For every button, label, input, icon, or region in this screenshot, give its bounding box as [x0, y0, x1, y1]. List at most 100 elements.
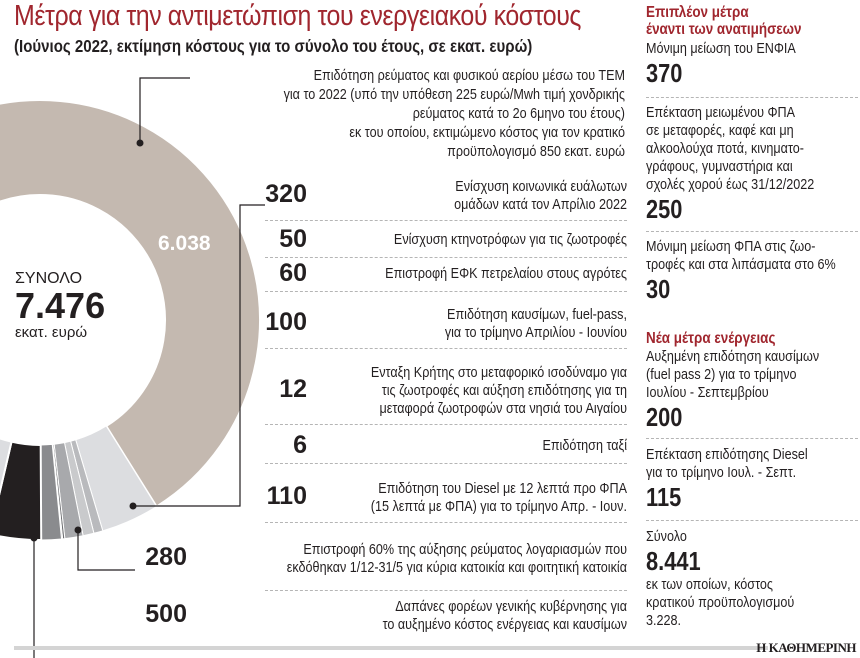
side-item: Μόνιμη μείωση ΦΠΑ στις ζωο-τροφές και στ…: [646, 238, 836, 304]
chart-subtitle: (Ιούνιος 2022, εκτίμηση κόστους για το σ…: [14, 36, 533, 56]
legend-text-line: εκδόθηκαν 1/12-31/5 για κύρια κατοικία κ…: [286, 559, 627, 576]
side-item-text: σχολές χορού έως 31/12/2022: [646, 176, 815, 193]
source-logo: Η ΚΑΘΗΜΕΡΙΝΗ: [756, 640, 856, 655]
row-separator: [265, 590, 627, 591]
leader-dot: [129, 502, 137, 510]
side-sum: Σύνολο 8.441 εκ των οποίων, κόστος κρατικού…: [646, 528, 824, 630]
side-item-text: Μόνιμη μείωση ΦΠΑ στις ζωο-: [646, 238, 816, 255]
donut-slice-6.038: [0, 99, 261, 508]
leader-dot: [136, 139, 144, 147]
legend-text-line: Επιδότηση ταξί: [542, 437, 627, 454]
side-item-text: (fuel pass 2) για το τρίμηνο: [646, 366, 797, 383]
total-unit: εκατ. ευρώ: [15, 324, 88, 341]
side-heading-line: Επιπλέον μέτρα: [646, 4, 749, 21]
side-item: Επέκταση μειωμένου ΦΠΑ σε μεταφορές, καφέ…: [646, 104, 824, 224]
side-sum-text: κρατικού προϋπολογισμού: [646, 594, 795, 611]
donut-slice-500: [0, 437, 13, 496]
side-separator: [646, 231, 858, 232]
legend-value: 110: [266, 482, 307, 510]
side-sum-label: Σύνολο: [646, 528, 687, 545]
row-separator: [265, 463, 627, 464]
legend-row-6: 6 Επιδότηση ταξί: [255, 431, 627, 459]
legend-row-12: 12 Ενταξη Κρήτης στο μεταφορικό ισοδύναμο…: [255, 364, 627, 418]
side-item-text: Αυξημένη επιδότηση καυσίμων: [646, 348, 820, 365]
legend-row-50: 50 Ενίσχυση κτηνοτρόφων για τις ζωοτροφές: [255, 225, 627, 253]
side-item-value: 250: [646, 194, 683, 224]
legend-text-line: τις ζωοτροφές και αύξηση επιδότησης για …: [381, 382, 627, 399]
side-item-value: 115: [646, 482, 682, 512]
legend-value: 12: [279, 375, 307, 403]
side-item-text: αλκοολούχα ποτά, κινηματο-: [646, 140, 804, 157]
side-item-text: Επέκταση μειωμένου ΦΠΑ: [646, 104, 796, 121]
legend-text-line: Επιστροφή ΕΦΚ πετρελαίου στους αγρότες: [385, 265, 627, 282]
donut-chart: [0, 77, 265, 658]
legend-row-110: 110 Επιδότηση του Diesel με 12 λεπτά προ …: [255, 480, 627, 516]
legend-value: 60: [279, 259, 307, 287]
side-item-text: Ιουλίου - Σεπτεμβρίου: [646, 384, 769, 401]
legend-row-280: 280 Επιστροφή 60% της αύξησης ρεύματος λο…: [145, 541, 627, 577]
chart-title: Μέτρα για την αντιμετώπιση του ενεργειακ…: [14, 0, 582, 32]
note-line: Επιδότηση ρεύματος και φυσικού αερίου μέ…: [313, 67, 625, 84]
note-line: εκ του οποίου, εκτιμώμενο κόστος για τον…: [349, 124, 625, 141]
row-separator: [265, 522, 627, 523]
row-separator: [265, 257, 627, 258]
legend-text: Επιστροφή ΕΦΚ πετρελαίου στους αγρότες: [274, 265, 627, 283]
row-separator: [265, 424, 627, 425]
side-item: Μόνιμη μείωση του ΕΝΦΙΑ 370: [646, 40, 824, 88]
total-label: ΣΥΝΟΛΟ: [15, 270, 83, 287]
side-separator: [646, 97, 858, 98]
legend-text: Ενταξη Κρήτης στο μεταφορικό ισοδύναμο γ…: [274, 364, 627, 418]
leader-dot: [74, 526, 82, 534]
legend-value: 500: [145, 600, 187, 628]
side-item-text: σε μεταφορές, καφέ και μη: [646, 122, 794, 139]
side-sum-text: εκ των οποίων, κόστος: [646, 576, 773, 593]
legend-text: Επιδότηση του Diesel με 12 λεπτά προ ΦΠΑ…: [274, 480, 627, 516]
side-sum-value: 8.441: [646, 546, 701, 576]
legend-text-line: Επιστροφή 60% της αύξησης ρεύματος λογαρ…: [303, 541, 627, 558]
side-item: Αυξημένη επιδότηση καυσίμων (fuel pass 2)…: [646, 348, 824, 432]
legend-text: Δαπάνες φορέων γενικής κυβέρνησης για το …: [190, 598, 627, 634]
legend-value: 100: [265, 308, 307, 336]
legend-row-100: 100 Επιδότηση καυσίμων, fuel-pass, για το …: [255, 306, 627, 342]
total-value: 7.476: [15, 285, 106, 326]
side-item-value: 370: [646, 58, 683, 88]
legend-row-500: 500 Δαπάνες φορέων γενικής κυβέρνησης για…: [145, 598, 627, 634]
side-separator: [646, 438, 858, 439]
legend-value: 320: [265, 180, 307, 208]
legend-text-line: Ενίσχυση κτηνοτρόφων για τις ζωοτροφές: [393, 231, 627, 248]
slice-label-main: 6.038: [158, 232, 211, 255]
legend-text-line: Ενίσχυση κοινωνικά ευάλωτων: [455, 178, 627, 195]
note-line: για το 2022 (υπό την υπόθεση 225 ευρώ/Mw…: [283, 86, 625, 103]
legend-text: Ενίσχυση κοινωνικά ευάλωτων ομάδων κατά τ…: [274, 178, 627, 214]
total-block: ΣΥΝΟΛΟ 7.476 εκατ. ευρώ: [15, 270, 105, 341]
legend-value: 280: [145, 543, 187, 571]
legend-text: Επιδότηση ταξί: [274, 437, 627, 455]
legend-row-60: 60 Επιστροφή ΕΦΚ πετρελαίου στους αγρότες: [255, 259, 627, 287]
legend-text-line: Επιδότηση καυσίμων, fuel-pass,: [447, 306, 627, 323]
legend-text-line: για το τρίμηνο Απριλίου - Ιουνίου: [444, 324, 627, 341]
side-heading-line: έναντι των ανατιμήσεων: [646, 21, 802, 38]
legend-row-320: 320 Ενίσχυση κοινωνικά ευάλωτων ομάδων κατ…: [255, 178, 627, 214]
legend-text-line: ομάδων κατά τον Απρίλιο 2022: [454, 196, 627, 213]
legend-value: 6: [293, 431, 307, 459]
side-sum-text: 3.228.: [646, 612, 682, 629]
note-line: ρεύματος κατά το 2ο 6μηνο του έτους): [412, 105, 625, 122]
side-item-value: 30: [646, 274, 671, 304]
legend-text-line: Δαπάνες φορέων γενικής κυβέρνησης για: [395, 598, 627, 615]
side-heading-1: Επιπλέον μέτρα έναντι των ανατιμήσεων: [646, 4, 824, 38]
leader-line: [77, 530, 135, 571]
legend-text-line: Ενταξη Κρήτης στο μεταφορικό ισοδύναμο γ…: [370, 364, 627, 381]
side-heading-line: Νέα μέτρα ενέργειας: [646, 330, 776, 347]
side-separator: [646, 520, 858, 521]
footer-bar: [14, 646, 768, 650]
row-separator: [265, 291, 627, 292]
leader-line: [139, 77, 190, 143]
side-item: Επέκταση επιδότησης Diesel για το τρίμηνο…: [646, 446, 824, 512]
main-slice-note: Επιδότηση ρεύματος και φυσικού αερίου μέ…: [272, 66, 625, 161]
note-line: προϋπολογισμό 850 εκατ. ευρώ: [447, 143, 625, 160]
legend-text-line: το αυξημένο κόστος ενέργειας και καυσίμω…: [382, 616, 627, 633]
row-separator: [265, 220, 627, 221]
side-item-text: τροφές και στα λιπάσματα στο 6%: [646, 256, 836, 273]
leader-dot: [30, 534, 38, 542]
row-separator: [265, 348, 627, 349]
